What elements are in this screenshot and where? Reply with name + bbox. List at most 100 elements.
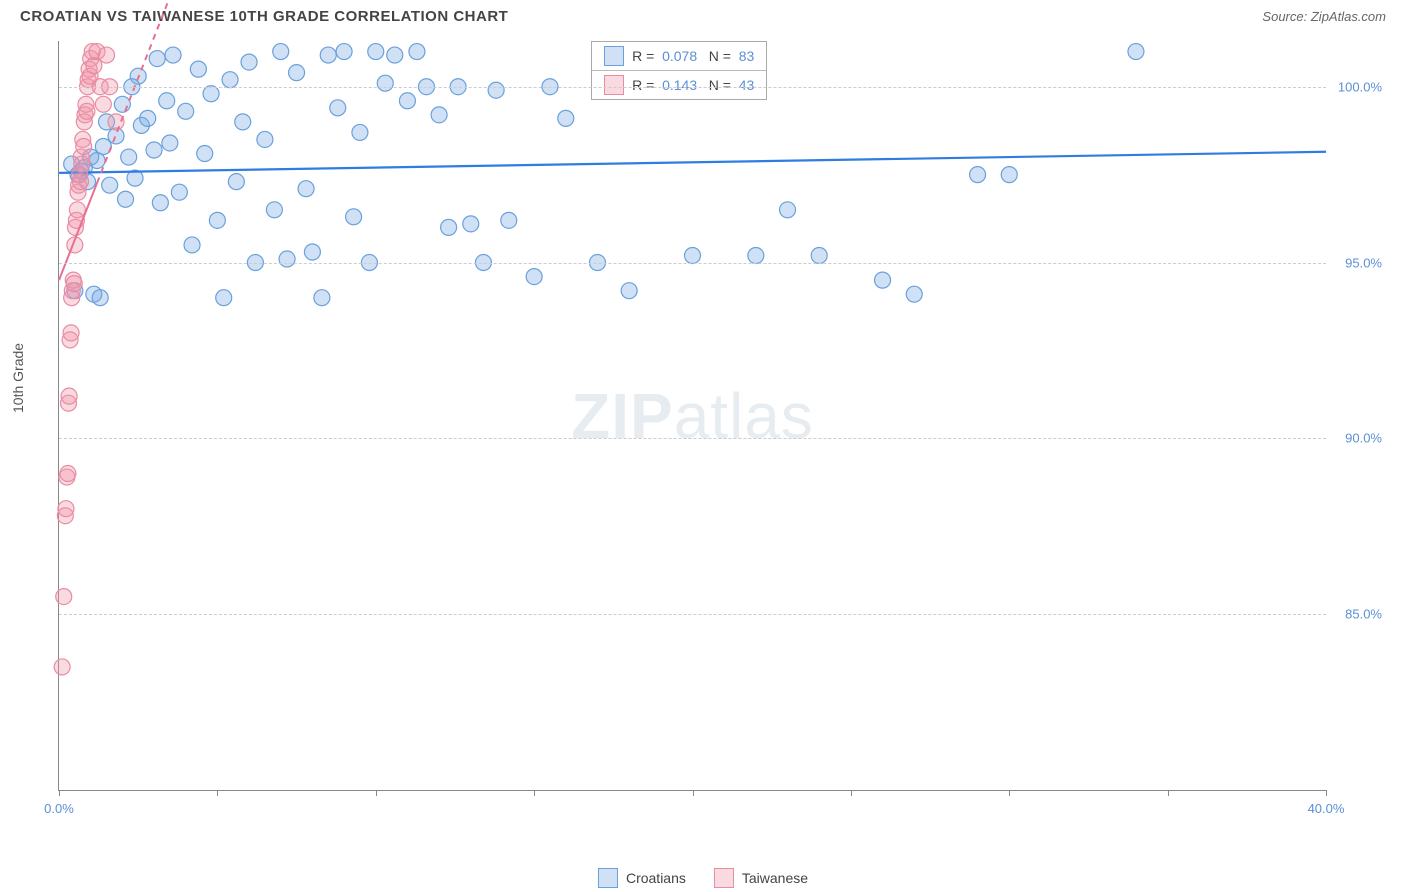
data-point	[58, 501, 74, 517]
x-tick-label: 40.0%	[1308, 801, 1345, 816]
data-point	[152, 195, 168, 211]
data-point	[66, 276, 82, 292]
y-tick-label: 95.0%	[1345, 255, 1382, 270]
plot-area: ZIPatlas R = 0.078 N = 83R = 0.143 N = 4…	[58, 41, 1326, 791]
y-tick-label: 100.0%	[1338, 79, 1382, 94]
series-legend-label: Croatians	[626, 870, 686, 886]
data-point	[289, 65, 305, 81]
stats-legend-box: R = 0.078 N = 83 R = 0.143 N = 43	[591, 41, 767, 100]
legend-swatch	[604, 46, 624, 66]
data-point	[216, 290, 232, 306]
data-point	[304, 244, 320, 260]
data-point	[121, 149, 137, 165]
data-point	[558, 110, 574, 126]
data-point	[488, 82, 504, 98]
data-point	[780, 202, 796, 218]
data-point	[86, 58, 102, 74]
data-point	[63, 325, 79, 341]
data-point	[114, 96, 130, 112]
data-point	[875, 272, 891, 288]
data-point	[266, 202, 282, 218]
data-point	[102, 177, 118, 193]
data-point	[811, 248, 827, 264]
gridline	[59, 614, 1326, 615]
x-tick-label: 0.0%	[44, 801, 74, 816]
data-point	[203, 86, 219, 102]
data-point	[209, 212, 225, 228]
data-point	[346, 209, 362, 225]
data-point	[159, 93, 175, 109]
data-point	[399, 93, 415, 109]
data-point	[352, 124, 368, 140]
data-point	[387, 47, 403, 63]
data-point	[1128, 44, 1144, 60]
x-tick	[59, 790, 60, 796]
data-point	[171, 184, 187, 200]
data-point	[197, 146, 213, 162]
source-attribution: Source: ZipAtlas.com	[1262, 9, 1386, 24]
data-point	[222, 72, 238, 88]
data-point	[273, 44, 289, 60]
legend-text: R = 0.078 N = 83	[632, 48, 754, 64]
legend-swatch	[714, 868, 734, 888]
y-axis-label: 10th Grade	[10, 343, 26, 413]
data-point	[54, 659, 70, 675]
x-tick	[1168, 790, 1169, 796]
data-point	[184, 237, 200, 253]
data-point	[1001, 167, 1017, 183]
data-point	[118, 191, 134, 207]
x-tick	[693, 790, 694, 796]
data-point	[748, 248, 764, 264]
x-tick	[1009, 790, 1010, 796]
x-tick	[217, 790, 218, 796]
series-legend-item: Taiwanese	[714, 868, 808, 888]
data-point	[146, 142, 162, 158]
x-tick	[1326, 790, 1327, 796]
legend-swatch	[598, 868, 618, 888]
data-point	[162, 135, 178, 151]
data-point	[314, 290, 330, 306]
data-point	[61, 388, 77, 404]
x-tick	[534, 790, 535, 796]
data-point	[409, 44, 425, 60]
x-tick	[376, 790, 377, 796]
data-point	[330, 100, 346, 116]
data-point	[95, 96, 111, 112]
chart-title: CROATIAN VS TAIWANESE 10TH GRADE CORRELA…	[20, 8, 508, 25]
x-tick	[851, 790, 852, 796]
gridline	[59, 263, 1326, 264]
data-point	[463, 216, 479, 232]
gridline	[59, 438, 1326, 439]
source-label: Source:	[1262, 9, 1307, 24]
plot-svg	[59, 41, 1326, 790]
data-point	[526, 269, 542, 285]
chart-header: CROATIAN VS TAIWANESE 10TH GRADE CORRELA…	[0, 0, 1406, 31]
data-point	[76, 138, 92, 154]
data-point	[60, 466, 76, 482]
data-point	[368, 44, 384, 60]
data-point	[336, 44, 352, 60]
series-legend-label: Taiwanese	[742, 870, 808, 886]
data-point	[178, 103, 194, 119]
data-point	[140, 110, 156, 126]
legend-swatch	[604, 75, 624, 95]
data-point	[79, 103, 95, 119]
legend-row: R = 0.078 N = 83	[592, 42, 766, 70]
data-point	[298, 181, 314, 197]
data-point	[92, 290, 108, 306]
data-point	[279, 251, 295, 267]
data-point	[149, 51, 165, 67]
data-point	[377, 75, 393, 91]
data-point	[108, 114, 124, 130]
y-tick-label: 90.0%	[1345, 431, 1382, 446]
series-legend-item: Croatians	[598, 868, 686, 888]
data-point	[320, 47, 336, 63]
legend-text: R = 0.143 N = 43	[632, 77, 754, 93]
series-legend: Croatians Taiwanese	[598, 868, 808, 888]
gridline	[59, 87, 1326, 88]
data-point	[190, 61, 206, 77]
data-point	[906, 286, 922, 302]
y-tick-label: 85.0%	[1345, 607, 1382, 622]
data-point	[970, 167, 986, 183]
data-point	[501, 212, 517, 228]
